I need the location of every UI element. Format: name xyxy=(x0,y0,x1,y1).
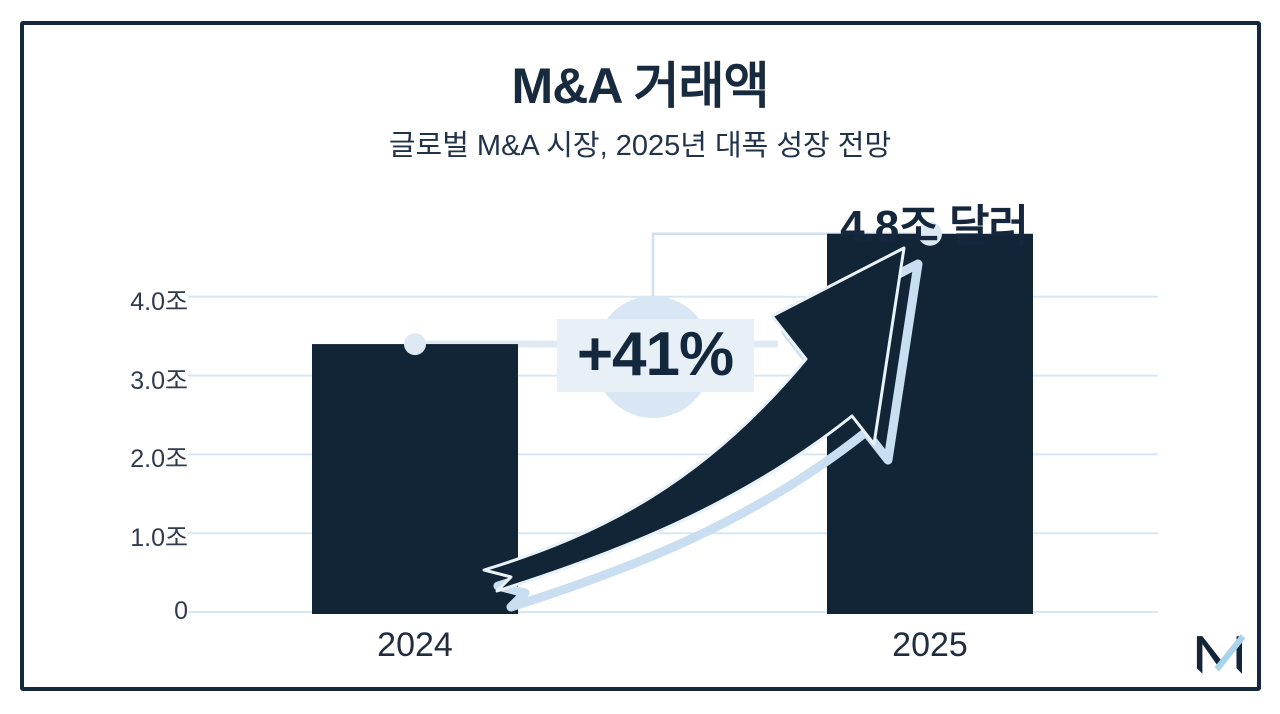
marker-dot-2025 xyxy=(918,221,942,246)
growth-percentage: +41% xyxy=(576,320,734,389)
marker-dot-2024 xyxy=(404,333,426,356)
y-tick-label: 2.0조 xyxy=(130,445,188,474)
y-tick-label: 3.0조 xyxy=(130,366,188,395)
bar-top-markers xyxy=(404,221,942,356)
value-label-2025: 4.8조 달러 xyxy=(840,202,1029,251)
x-category-label: 2024 xyxy=(377,626,453,664)
growth-badge-band xyxy=(557,319,754,392)
chart-subtitle: 글로벌 M&A 시장, 2025년 대폭 성장 전망 xyxy=(388,130,892,162)
y-tick-label: 0 xyxy=(174,597,188,625)
growth-arrow-icon xyxy=(482,246,923,612)
x-category-label: 2025 xyxy=(892,626,968,664)
border-frame xyxy=(20,21,1261,691)
y-tick-label: 1.0조 xyxy=(130,524,188,553)
bar-2024 xyxy=(312,344,518,614)
chart-title: M&A 거래액 xyxy=(511,58,770,114)
brand-logo-icon xyxy=(1196,634,1246,674)
y-tick-label: 4.0조 xyxy=(130,287,188,316)
bars xyxy=(312,233,1033,614)
